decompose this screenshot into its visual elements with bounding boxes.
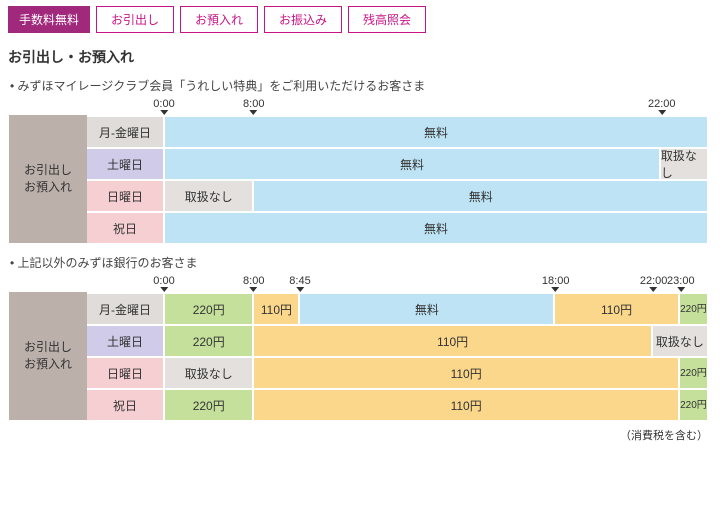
chart1-note: みずほマイレージクラブ会員「うれしい特典」をご利用いただけるお客さま — [10, 77, 712, 94]
day-label: 日曜日 — [87, 181, 165, 211]
chart2-rows: 月-金曜日220円110円無料110円220円土曜日220円110円取扱なし日曜… — [87, 292, 711, 420]
table-row: 日曜日取扱なし無料 — [87, 179, 711, 211]
tabs: 手数料無料お引出しお預入れお振込み残高照会 — [8, 6, 712, 33]
row-header-line: お預入れ — [24, 179, 72, 196]
fee-bars: 無料 — [165, 117, 707, 147]
day-label: 日曜日 — [87, 358, 165, 388]
fee-bars: 取扱なし無料 — [165, 181, 707, 211]
time-tick: 22:00 — [648, 98, 676, 115]
time-tick: 18:00 — [542, 275, 570, 292]
fee-bars: 220円110円取扱なし — [165, 326, 707, 356]
fee-segment: 220円 — [165, 390, 254, 420]
chart2-row-header: お引出しお預入れ — [9, 292, 87, 420]
fee-segment: 110円 — [254, 358, 679, 388]
section-title: お引出し・お預入れ — [8, 47, 712, 67]
table-row: 月-金曜日220円110円無料110円220円 — [87, 292, 711, 324]
chart1-row-header: お引出しお預入れ — [9, 115, 87, 243]
fee-segment: 220円 — [680, 358, 707, 388]
fee-segment: 取扱なし — [661, 149, 707, 179]
fee-segment: 無料 — [165, 149, 661, 179]
time-tick: 22:00 — [640, 275, 668, 292]
table-row: 土曜日無料取扱なし — [87, 147, 711, 179]
time-tick: 8:45 — [289, 275, 310, 292]
fee-bars: 無料取扱なし — [165, 149, 707, 179]
tax-note: （消費税を含む） — [8, 427, 708, 443]
fee-bars: 220円110円無料110円220円 — [165, 294, 707, 324]
chart1-axis: 0:008:0022:00 — [164, 98, 708, 114]
row-header-line: お引出し — [24, 162, 72, 179]
row-header-line: お預入れ — [24, 356, 72, 373]
fee-segment: 220円 — [165, 294, 254, 324]
chart2-axis: 0:008:008:4518:0022:0023:00 — [164, 275, 708, 291]
table-row: 日曜日取扱なし110円220円 — [87, 356, 711, 388]
tab-0[interactable]: 手数料無料 — [8, 6, 90, 33]
fee-segment: 無料 — [165, 117, 707, 147]
fee-bars: 220円110円220円 — [165, 390, 707, 420]
tab-3[interactable]: お振込み — [264, 6, 342, 33]
day-label: 土曜日 — [87, 149, 165, 179]
time-tick: 0:00 — [153, 98, 174, 115]
table-row: 祝日無料 — [87, 211, 711, 243]
fee-segment: 220円 — [680, 390, 707, 420]
chart2-note: 上記以外のみずほ銀行のお客さま — [10, 254, 712, 271]
fee-bars: 取扱なし110円220円 — [165, 358, 707, 388]
fee-segment: 220円 — [680, 294, 707, 324]
day-label: 祝日 — [87, 213, 165, 243]
fee-segment: 無料 — [165, 213, 707, 243]
fee-segment: 110円 — [254, 294, 300, 324]
table-row: 祝日220円110円220円 — [87, 388, 711, 420]
chart1-rows: 月-金曜日無料土曜日無料取扱なし日曜日取扱なし無料祝日無料 — [87, 115, 711, 243]
fee-bars: 無料 — [165, 213, 707, 243]
fee-segment: 取扱なし — [165, 358, 254, 388]
fee-segment: 110円 — [254, 326, 652, 356]
day-label: 祝日 — [87, 390, 165, 420]
time-tick: 23:00 — [667, 275, 695, 292]
tab-2[interactable]: お預入れ — [180, 6, 258, 33]
table-row: 土曜日220円110円取扱なし — [87, 324, 711, 356]
time-tick: 8:00 — [243, 98, 264, 115]
day-label: 月-金曜日 — [87, 294, 165, 324]
time-tick: 8:00 — [243, 275, 264, 292]
chart1-table: お引出しお預入れ 月-金曜日無料土曜日無料取扱なし日曜日取扱なし無料祝日無料 — [8, 114, 712, 244]
chart2: 0:00 8:00 8:45 18:00 22:0023:00 お引出しお預入れ 月-金… — [8, 275, 712, 421]
tab-1[interactable]: お引出し — [96, 6, 174, 33]
tab-4[interactable]: 残高照会 — [348, 6, 426, 33]
fee-segment: 110円 — [254, 390, 679, 420]
chart1: 0:008:0022:00 お引出しお預入れ 月-金曜日無料土曜日無料取扱なし日… — [8, 98, 712, 244]
fee-segment: 無料 — [300, 294, 555, 324]
chart2-table: お引出しお預入れ 月-金曜日220円110円無料110円220円土曜日220円1… — [8, 291, 712, 421]
fee-segment: 取扱なし — [653, 326, 707, 356]
fee-segment: 110円 — [555, 294, 680, 324]
fee-segment: 取扱なし — [165, 181, 254, 211]
table-row: 月-金曜日無料 — [87, 115, 711, 147]
fee-segment: 無料 — [254, 181, 707, 211]
time-tick: 0:00 — [153, 275, 174, 292]
day-label: 月-金曜日 — [87, 117, 165, 147]
fee-segment: 220円 — [165, 326, 254, 356]
row-header-line: お引出し — [24, 339, 72, 356]
day-label: 土曜日 — [87, 326, 165, 356]
